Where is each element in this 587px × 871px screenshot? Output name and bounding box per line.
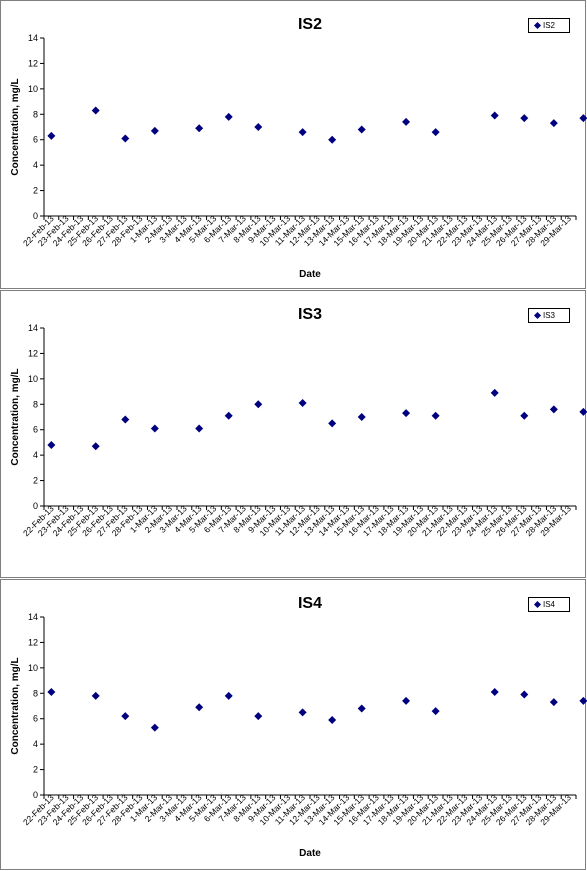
data-point xyxy=(150,126,159,135)
y-tick-label: 14 xyxy=(28,323,38,333)
data-point xyxy=(224,411,233,420)
data-point xyxy=(328,135,337,144)
data-point xyxy=(150,424,159,433)
legend-marker-icon xyxy=(533,21,542,30)
legend-marker-icon xyxy=(533,311,542,320)
data-point xyxy=(549,405,558,414)
y-tick-label: 8 xyxy=(33,109,38,119)
data-point xyxy=(47,440,56,449)
y-tick-label: 14 xyxy=(28,33,38,43)
data-point xyxy=(549,119,558,128)
data-point xyxy=(150,723,159,732)
legend-is4: IS4 xyxy=(528,597,570,612)
y-tick-label: 0 xyxy=(33,501,38,511)
x-axis-title: Date xyxy=(299,269,321,280)
data-point xyxy=(254,400,263,409)
y-tick-label: 6 xyxy=(33,425,38,435)
data-point xyxy=(520,114,529,123)
y-tick-label: 6 xyxy=(33,714,38,724)
chart-title: IS3 xyxy=(298,306,322,323)
legend-is2: IS2 xyxy=(528,18,570,33)
data-point xyxy=(298,708,307,717)
data-point xyxy=(121,134,130,143)
y-tick-label: 12 xyxy=(28,637,38,647)
data-point xyxy=(431,707,440,716)
data-point xyxy=(47,688,56,697)
data-point xyxy=(195,124,204,133)
chart-title: IS4 xyxy=(298,595,322,612)
y-tick-label: 8 xyxy=(33,399,38,409)
data-point xyxy=(402,409,411,418)
y-tick-label: 12 xyxy=(28,348,38,358)
data-point xyxy=(579,696,587,705)
data-point xyxy=(254,123,263,131)
legend-marker-icon xyxy=(533,600,542,609)
y-tick-label: 10 xyxy=(28,84,38,94)
data-point xyxy=(520,411,529,420)
y-tick-label: 8 xyxy=(33,688,38,698)
data-point xyxy=(91,691,100,700)
y-tick-label: 4 xyxy=(33,739,38,749)
data-point xyxy=(224,112,233,121)
chart-title: IS2 xyxy=(298,16,322,33)
data-point xyxy=(224,691,233,700)
data-point xyxy=(195,424,204,433)
chart-panel-is4: IS4 0 2 4 6 8 10 12 14 22-Feb-13 23-Feb-13 24-Feb-1… xyxy=(0,579,587,870)
legend-label: IS4 xyxy=(543,600,556,609)
legend-label: IS3 xyxy=(543,311,556,320)
chart-is4: IS40246810121422-Feb-1323-Feb-1324-Feb-1… xyxy=(10,595,587,859)
y-tick-label: 10 xyxy=(28,663,38,673)
data-point xyxy=(91,106,100,115)
data-point xyxy=(47,131,56,140)
data-point xyxy=(328,715,337,724)
y-tick-label: 14 xyxy=(28,612,38,622)
data-point xyxy=(298,399,307,408)
y-tick-label: 2 xyxy=(33,186,38,196)
data-point xyxy=(357,704,366,713)
chart-is2: IS20246810121422-Feb-1323-Feb-1324-Feb-1… xyxy=(10,16,587,280)
y-axis-title: Concentration, mg/L xyxy=(10,78,21,175)
data-point xyxy=(195,703,204,712)
y-tick-label: 6 xyxy=(33,135,38,145)
data-point xyxy=(490,688,499,697)
data-point xyxy=(91,442,100,451)
chart-panel-is2: IS2 0 2 4 6 8 10 12 14 22-Feb-13 23-Feb-13 24-Feb-1… xyxy=(0,0,587,289)
y-tick-label: 10 xyxy=(28,374,38,384)
data-point xyxy=(431,411,440,420)
y-tick-label: 4 xyxy=(33,450,38,460)
data-point xyxy=(579,407,587,416)
y-tick-label: 0 xyxy=(33,790,38,800)
legend-label: IS2 xyxy=(543,21,556,30)
y-axis-title: Concentration, mg/L xyxy=(10,657,21,754)
data-point xyxy=(490,111,499,120)
data-point xyxy=(357,413,366,421)
chart-panel-is3: IS3 0 2 4 6 8 10 12 14 22-Feb-13 23-Feb-13 24-Feb-1… xyxy=(0,290,587,578)
y-tick-label: 2 xyxy=(33,765,38,775)
data-point xyxy=(431,128,440,137)
data-point xyxy=(549,698,558,707)
data-point xyxy=(121,415,130,424)
data-point xyxy=(254,712,263,721)
y-tick-label: 2 xyxy=(33,476,38,486)
data-point xyxy=(328,419,337,428)
data-point xyxy=(402,117,411,126)
data-point xyxy=(121,712,130,721)
chart-is3: IS30246810121422-Feb-1323-Feb-1324-Feb-1… xyxy=(10,306,587,538)
y-tick-label: 0 xyxy=(33,211,38,221)
y-tick-label: 12 xyxy=(28,58,38,68)
data-point xyxy=(579,114,587,123)
data-point xyxy=(357,125,366,134)
data-point xyxy=(298,128,307,137)
data-point xyxy=(520,690,529,699)
data-point xyxy=(490,388,499,397)
data-point xyxy=(402,696,411,705)
legend-is3: IS3 xyxy=(528,308,570,323)
x-axis-title: Date xyxy=(299,848,321,859)
y-tick-label: 4 xyxy=(33,160,38,170)
y-axis-title: Concentration, mg/L xyxy=(10,368,21,465)
